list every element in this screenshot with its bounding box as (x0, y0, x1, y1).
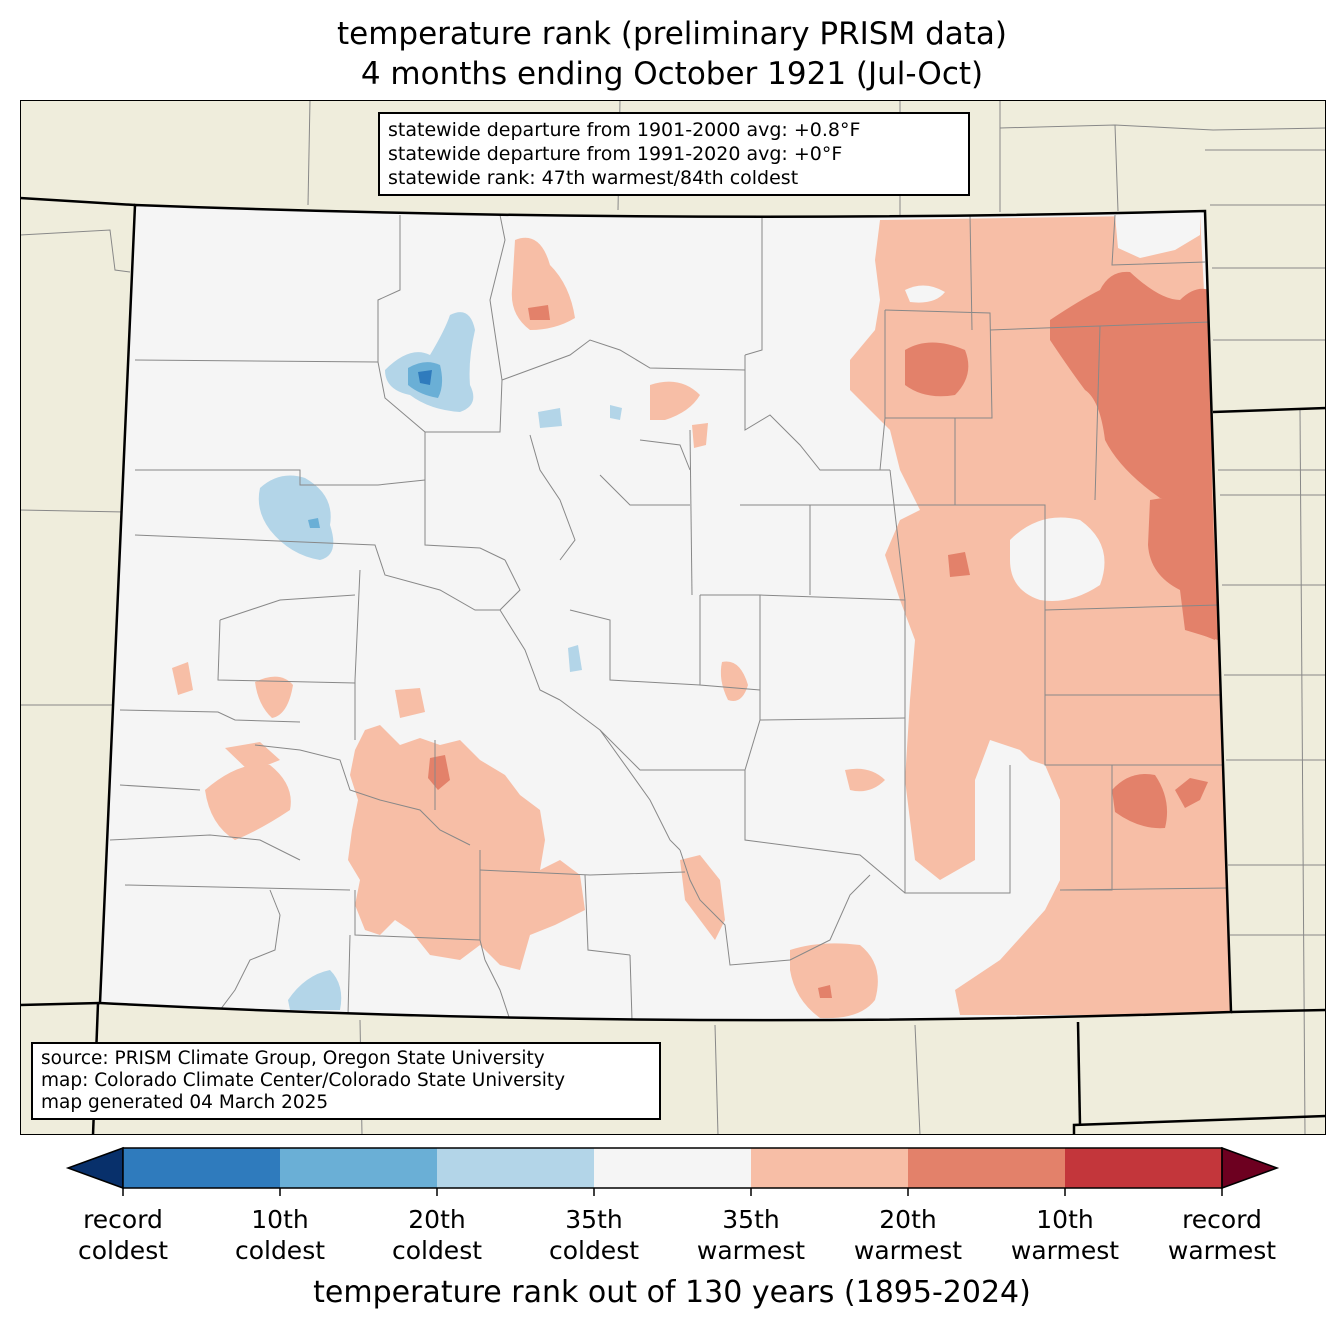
tick-label-35th-warmest: 35th warmest (681, 1204, 821, 1266)
warmest-35-southwest (348, 725, 585, 970)
tick-label-record-warmest: record warmest (1152, 1204, 1292, 1266)
normal-hole-northeast (1115, 215, 1200, 258)
colorbar-title: temperature rank out of 130 years (1895-… (313, 1275, 1031, 1310)
warmest-35-midsouth (720, 661, 748, 701)
tick-label-line: record (1182, 1205, 1262, 1234)
source-line-generated: map generated 04 March 2025 (41, 1092, 329, 1113)
warmest-35-west (205, 764, 291, 840)
stats-line-1991-2020: statewide departure from 1991-2020 avg: … (388, 143, 843, 165)
source-line-map: map: Colorado Climate Center/Colorado St… (41, 1070, 566, 1091)
tick-label-line: 10th (1036, 1205, 1094, 1234)
source-box: source: PRISM Climate Group, Oregon Stat… (31, 1042, 661, 1120)
colorbar-segment-10th-coldest (280, 1148, 437, 1188)
normal-hole-north (905, 285, 945, 303)
colorbar-extend-warm (1221, 1146, 1280, 1190)
colorbar-segment-near-normal (594, 1148, 751, 1188)
coldest-35-central (538, 408, 562, 428)
warmest-35-north-3 (692, 423, 708, 448)
tick-label-20th-warmest: 20th warmest (838, 1204, 978, 1266)
warmest-35-west-2 (255, 676, 293, 718)
tick-label-line: 10th (251, 1205, 309, 1234)
tick-label-line: 35th (722, 1205, 780, 1234)
map-title-line2: 4 months ending October 1921 (Jul-Oct) (360, 56, 984, 92)
tick-label-line: warmest (696, 1236, 806, 1265)
tick-label-line: coldest (391, 1236, 483, 1265)
colorbar-segment-35th-warmest (751, 1148, 908, 1188)
warmest-20-center (905, 342, 969, 397)
coldest-35-central-3 (610, 405, 622, 420)
tick-label-line: coldest (548, 1236, 640, 1265)
coldest-10-north (418, 370, 432, 385)
warmest-35-west-4 (225, 742, 280, 772)
colorbar-extend-cold (65, 1146, 124, 1190)
warmest-35-west-3 (172, 662, 193, 695)
warmest-35-north (511, 237, 575, 330)
warmest-35-south-central (680, 855, 725, 940)
coldest-35-central-2 (568, 645, 582, 672)
warmest-20-southeast-2 (1175, 778, 1208, 808)
warmest-35-west-5 (395, 688, 425, 718)
warmest-20-south (818, 985, 832, 998)
colorbar (65, 1146, 1280, 1196)
warmest-20-southeast (1112, 774, 1168, 829)
warmest-35-north-2 (650, 381, 700, 420)
colorbar-ticks (122, 1188, 1223, 1196)
colorado-border (98, 203, 1233, 1022)
tick-label-line: warmest (1167, 1236, 1277, 1265)
colorbar-segment-record-coldest (123, 1148, 280, 1188)
stats-line-rank: statewide rank: 47th warmest/84th coldes… (388, 167, 799, 189)
tick-label-line: 20th (408, 1205, 466, 1234)
tick-label-line: record (83, 1205, 163, 1234)
coldest-20-northwest (308, 518, 320, 528)
tick-label-line: warmest (853, 1236, 963, 1265)
tick-label-line: coldest (234, 1236, 326, 1265)
county-lines (109, 214, 1229, 1021)
colorbar-outline (122, 1147, 1223, 1189)
tick-label-35th-coldest: 35th coldest (524, 1204, 664, 1266)
stats-line-1901-2000: statewide departure from 1901-2000 avg: … (388, 119, 861, 141)
warmest-20-southwest (428, 755, 450, 790)
statewide-stats-box: statewide departure from 1901-2000 avg: … (378, 112, 970, 196)
warmest-35-south (790, 943, 878, 1019)
tick-label-line: 35th (565, 1205, 623, 1234)
warmest-20-small (948, 552, 970, 577)
colorbar-segment-10th-warmest (1065, 1148, 1222, 1188)
coldest-35-northwest (258, 475, 334, 560)
tick-label-line: warmest (1010, 1236, 1120, 1265)
map-title-line1: temperature rank (preliminary PRISM data… (336, 16, 1007, 52)
colorbar-segment-20th-coldest (437, 1148, 594, 1188)
tick-label-20th-coldest: 20th coldest (367, 1204, 507, 1266)
warmest-20-northeast-2 (1148, 490, 1218, 640)
tick-label-10th-warmest: 10th warmest (995, 1204, 1135, 1266)
warmest-35-east-central (845, 768, 885, 792)
colorbar-segment-20th-warmest (908, 1148, 1065, 1188)
coldest-35-north (385, 312, 475, 412)
tick-label-line: 20th (879, 1205, 937, 1234)
tick-label-10th-coldest: 10th coldest (210, 1204, 350, 1266)
warmest-20-north (528, 305, 550, 320)
colorado-map (20, 100, 1326, 1135)
normal-hole-east (1010, 517, 1105, 601)
coldest-35-southwest (288, 970, 342, 1010)
tick-label-record-coldest: record coldest (53, 1204, 193, 1266)
source-line-prism: source: PRISM Climate Group, Oregon Stat… (41, 1048, 545, 1069)
normal-hole-southeast (990, 750, 1060, 900)
tick-label-line: coldest (77, 1236, 169, 1265)
